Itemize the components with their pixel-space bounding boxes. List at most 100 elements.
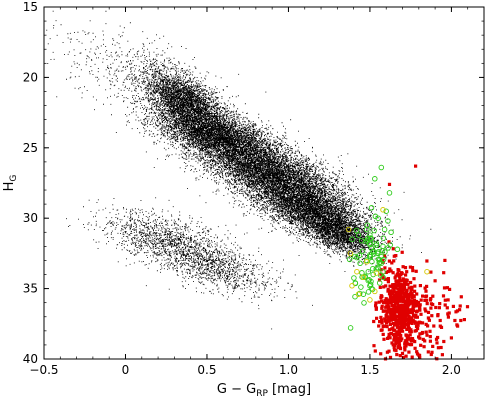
red-square-point [402, 281, 406, 285]
red-square-point [410, 337, 415, 341]
red-square-point [394, 274, 398, 278]
red-square-point [417, 320, 421, 324]
red-square-point [377, 300, 381, 304]
green-circle-point [377, 259, 383, 266]
y-tick-label: 40 [23, 352, 38, 366]
yellow-circle-point [349, 283, 355, 289]
red-square-point [421, 337, 425, 341]
red-square-point [413, 289, 417, 293]
red-square-point [379, 294, 383, 298]
red-square-point [392, 283, 396, 287]
red-square-point [418, 332, 422, 336]
red-square-point [424, 322, 428, 326]
red-square-point [390, 341, 394, 345]
red-square-point [392, 311, 396, 315]
x-axis-label-main: G − G [217, 382, 256, 397]
red-square-point [414, 164, 418, 168]
red-square-point [399, 309, 403, 313]
red-square-point [392, 307, 396, 311]
red-square-point [406, 336, 410, 341]
red-square-point [389, 332, 393, 336]
x-tick-label: 2.0 [442, 363, 461, 377]
red-square-point [384, 315, 388, 319]
red-square-point [377, 324, 381, 328]
red-square-point [419, 298, 423, 302]
red-square-point [397, 268, 401, 272]
red-square-point [448, 287, 452, 291]
red-square-point [381, 324, 385, 329]
red-square-point [402, 304, 406, 308]
red-square-point [405, 342, 410, 346]
red-square-point [439, 345, 443, 350]
red-square-point [397, 322, 402, 326]
red-square-point [401, 325, 405, 329]
red-square-point [385, 311, 389, 315]
red-square-point [454, 310, 458, 314]
red-square-point [394, 290, 398, 294]
red-square-point [415, 350, 419, 354]
red-square-point [400, 250, 404, 254]
red-square-point [374, 304, 378, 308]
red-square-point [406, 326, 410, 330]
y-axis-label: HG [2, 175, 19, 192]
red-square-point [394, 342, 398, 346]
red-square-point [402, 321, 407, 325]
green-circle-point [359, 237, 365, 244]
red-square-point [387, 328, 391, 332]
red-square-point [418, 336, 422, 340]
red-square-point [380, 304, 384, 308]
red-square-point [397, 327, 401, 331]
green-circle-point [365, 268, 372, 275]
red-square-point [392, 296, 396, 301]
red-square-point [397, 325, 401, 329]
x-axis-label-subscript: RP [256, 389, 268, 399]
red-square-point [438, 302, 442, 306]
red-square-point [397, 342, 401, 346]
red-square-point [408, 309, 412, 313]
red-square-point [429, 352, 433, 357]
green-circle-point [364, 222, 371, 228]
red-square-point [408, 299, 412, 303]
red-square-point [390, 261, 394, 265]
red-square-point [403, 266, 408, 270]
red-square-point [418, 353, 422, 358]
red-square-point [435, 341, 439, 345]
red-square-point [392, 293, 396, 297]
red-square-point [430, 314, 434, 318]
red-square-point [443, 258, 447, 262]
red-square-point [413, 303, 417, 307]
y-axis-label-subscript: G [9, 175, 19, 182]
green-circle-point [358, 284, 364, 290]
green-circle-point [347, 325, 354, 331]
green-circle-point [355, 232, 362, 238]
x-tick-label: 1.0 [279, 363, 298, 377]
red-square-point [385, 309, 389, 313]
red-square-point [406, 282, 410, 286]
red-square-point [396, 345, 400, 350]
red-square-point [379, 315, 383, 319]
red-square-point [398, 277, 402, 281]
red-square-point [409, 289, 413, 293]
red-square-point [432, 324, 436, 328]
red-square-point [431, 294, 435, 298]
red-square-point [390, 284, 394, 288]
red-square-point [402, 297, 406, 302]
x-axis-label: G − GRP [mag] [217, 382, 311, 399]
red-square-point [403, 299, 408, 303]
red-square-point [383, 266, 387, 270]
red-square-point [458, 304, 462, 308]
red-square-point [395, 325, 399, 329]
red-square-point [374, 301, 378, 305]
red-square-point [397, 281, 401, 285]
red-square-point [434, 305, 438, 310]
red-square-point [418, 305, 422, 309]
red-square-point [381, 259, 385, 263]
yellow-circle-point [372, 288, 378, 295]
red-square-point [414, 313, 418, 317]
red-square-point [418, 284, 422, 288]
green-circle-point [385, 245, 391, 251]
red-square-point [396, 287, 400, 291]
red-square-point [395, 320, 399, 324]
y-tick-label: 15 [23, 0, 38, 14]
